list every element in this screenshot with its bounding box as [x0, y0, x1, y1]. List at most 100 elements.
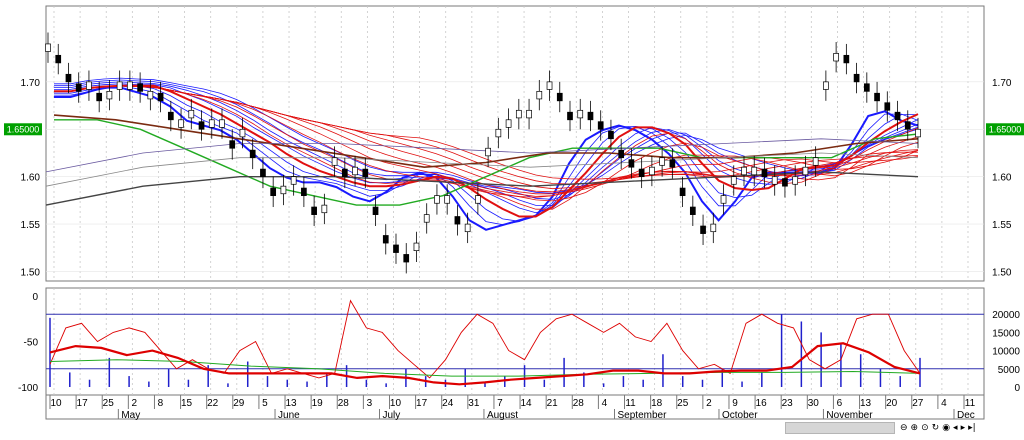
price-tag-left: 1.65000	[7, 124, 40, 134]
candle	[485, 147, 491, 157]
candle	[853, 73, 860, 83]
candle	[536, 90, 543, 100]
candle	[659, 157, 665, 166]
candle	[55, 54, 62, 64]
x-tick-label: 22	[207, 398, 219, 409]
candle	[372, 206, 379, 215]
candle	[362, 168, 369, 178]
ma-blue-line	[54, 79, 919, 200]
month-label: July	[382, 410, 400, 421]
price-tag-right-bg	[986, 123, 1024, 136]
ma-red-line	[54, 85, 919, 180]
candle	[608, 130, 614, 140]
ma-grey-line	[45, 171, 919, 206]
ma-green-line	[54, 119, 919, 206]
x-tick-label: 3	[367, 398, 373, 409]
candle	[219, 119, 225, 128]
candle	[352, 166, 358, 176]
price-tag-left-bg	[4, 123, 42, 136]
horizontal-scrollbar[interactable]	[785, 422, 895, 434]
candle	[556, 92, 563, 102]
settings-icon[interactable]: ◉	[942, 423, 951, 433]
price-panel[interactable]	[45, 5, 985, 282]
volume-y-tick-label: 20000	[992, 310, 1020, 321]
candle	[208, 119, 215, 128]
month-label: Dec	[957, 410, 975, 421]
x-tick-label: 25	[677, 398, 689, 409]
osc-y-tick-label: -50	[24, 338, 39, 349]
scroll-end-icon[interactable]: ▸|	[968, 423, 976, 433]
candle	[75, 83, 82, 92]
zoom-out-icon[interactable]: ⊖	[900, 423, 908, 433]
candle	[618, 149, 625, 159]
candle	[167, 111, 174, 121]
zoom-reset-icon[interactable]: ↻	[931, 423, 940, 433]
candle	[597, 121, 604, 130]
x-tick-label: 17	[416, 398, 428, 409]
y-tick-label: 1.55	[21, 220, 41, 231]
x-tick-label: 21	[547, 398, 559, 409]
x-tick-label: 29	[233, 398, 245, 409]
month-label: November	[826, 410, 873, 421]
candle	[894, 111, 901, 121]
candle	[863, 83, 870, 92]
candle	[741, 166, 747, 176]
x-tick-label: 10	[390, 398, 402, 409]
y-tick-label: 1.60	[21, 173, 41, 184]
oscillator-thick-line	[49, 342, 921, 386]
scroll-left-icon[interactable]: ◂	[953, 423, 958, 433]
candle	[86, 81, 92, 90]
x-tick-label: 28	[573, 398, 585, 409]
candle	[874, 92, 880, 102]
candle	[260, 168, 266, 178]
candle	[751, 166, 758, 176]
candle	[290, 176, 297, 185]
candle	[444, 195, 451, 204]
x-tick-label: 4	[941, 398, 947, 409]
y-tick-label-right: 1.70	[992, 78, 1012, 89]
candle	[382, 235, 389, 244]
zoom-in-icon[interactable]: ⊕	[910, 423, 919, 433]
candle	[628, 159, 635, 168]
candle	[669, 159, 676, 168]
candle	[526, 109, 532, 119]
candle	[434, 195, 440, 204]
month-label: August	[487, 410, 518, 421]
x-tick-label: 24	[442, 398, 454, 409]
oscillator-thin-line	[49, 299, 921, 379]
candle	[720, 195, 727, 204]
ma-brown-line	[53, 114, 919, 169]
scroll-right-icon[interactable]: ▸	[960, 423, 966, 433]
y-tick-label-right: 1.50	[992, 268, 1012, 279]
candle	[280, 185, 287, 195]
candle	[792, 176, 799, 185]
candle	[116, 81, 123, 90]
candle	[106, 90, 113, 100]
candle	[403, 254, 410, 263]
candle	[311, 206, 317, 215]
candle	[475, 195, 481, 204]
candle	[464, 223, 471, 233]
candle	[188, 109, 195, 119]
candle	[730, 176, 737, 185]
candles	[45, 32, 921, 274]
oscillator-panel[interactable]	[45, 287, 985, 396]
candle	[689, 206, 696, 215]
candle	[638, 168, 645, 178]
x-tick-label: 14	[520, 398, 532, 409]
x-tick-label: 5	[262, 398, 268, 409]
candle	[229, 140, 236, 149]
candle	[587, 111, 594, 121]
x-tick-label: 15	[181, 398, 193, 409]
x-tick-label: 4	[602, 398, 608, 409]
x-tick-label: 28	[338, 398, 350, 409]
candle	[515, 109, 522, 119]
zoom-fit-icon[interactable]: ⊙	[921, 423, 929, 433]
osc-y-tick-label: -100	[18, 383, 38, 394]
candle	[679, 187, 686, 197]
candle	[96, 92, 103, 102]
candle	[495, 128, 502, 138]
x-tick-label: 30	[808, 398, 820, 409]
price-tag-right: 1.65000	[989, 124, 1022, 134]
candle	[802, 166, 809, 176]
